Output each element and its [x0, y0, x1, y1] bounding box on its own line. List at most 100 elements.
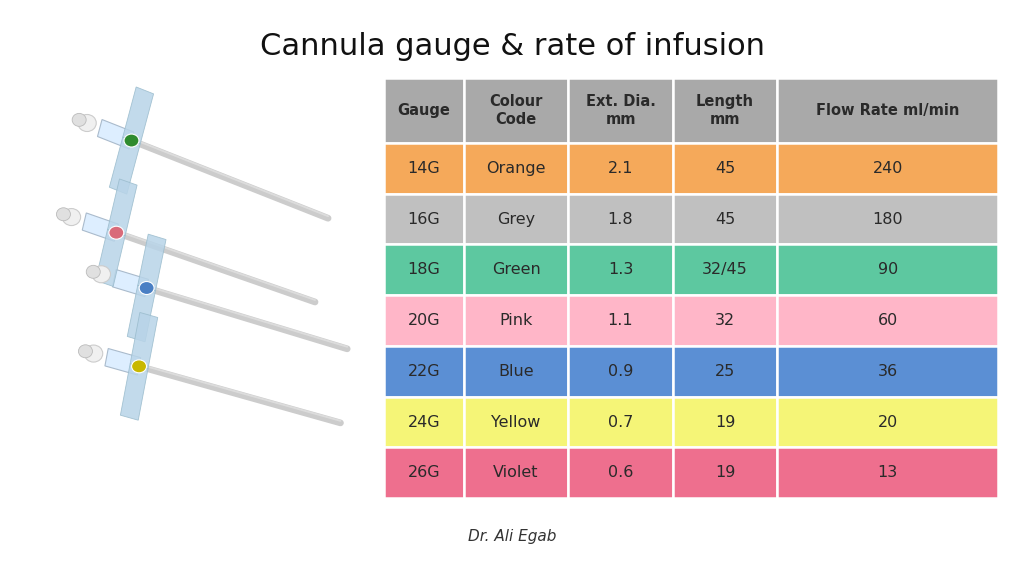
- Text: Blue: Blue: [499, 364, 534, 379]
- Text: 0.9: 0.9: [608, 364, 633, 379]
- Polygon shape: [130, 312, 158, 369]
- Text: Orange: Orange: [486, 161, 546, 176]
- Text: 14G: 14G: [408, 161, 440, 176]
- FancyBboxPatch shape: [384, 143, 464, 194]
- Ellipse shape: [84, 345, 102, 362]
- Text: 26G: 26G: [408, 465, 440, 480]
- FancyBboxPatch shape: [673, 295, 777, 346]
- FancyBboxPatch shape: [777, 143, 998, 194]
- Text: Dr. Ali Egab: Dr. Ali Egab: [468, 529, 556, 544]
- Polygon shape: [113, 270, 148, 297]
- FancyBboxPatch shape: [464, 397, 568, 448]
- Text: 19: 19: [715, 465, 735, 480]
- FancyBboxPatch shape: [673, 194, 777, 244]
- FancyBboxPatch shape: [777, 346, 998, 397]
- Text: 90: 90: [878, 262, 898, 277]
- Text: 1.1: 1.1: [607, 313, 634, 328]
- FancyBboxPatch shape: [673, 397, 777, 448]
- Text: Colour
Code: Colour Code: [489, 94, 543, 127]
- FancyBboxPatch shape: [673, 346, 777, 397]
- FancyBboxPatch shape: [568, 295, 673, 346]
- Ellipse shape: [92, 266, 111, 283]
- Text: 24G: 24G: [408, 415, 440, 430]
- FancyBboxPatch shape: [568, 194, 673, 244]
- FancyBboxPatch shape: [568, 244, 673, 295]
- FancyBboxPatch shape: [464, 143, 568, 194]
- Ellipse shape: [72, 113, 86, 126]
- Polygon shape: [82, 213, 119, 241]
- FancyBboxPatch shape: [568, 397, 673, 448]
- Ellipse shape: [79, 345, 92, 358]
- FancyBboxPatch shape: [777, 194, 998, 244]
- Ellipse shape: [78, 115, 96, 131]
- FancyBboxPatch shape: [777, 295, 998, 346]
- FancyBboxPatch shape: [384, 346, 464, 397]
- FancyBboxPatch shape: [673, 448, 777, 498]
- FancyBboxPatch shape: [384, 244, 464, 295]
- FancyBboxPatch shape: [568, 78, 673, 143]
- FancyBboxPatch shape: [673, 78, 777, 143]
- FancyBboxPatch shape: [384, 194, 464, 244]
- FancyBboxPatch shape: [568, 346, 673, 397]
- Text: 0.7: 0.7: [608, 415, 633, 430]
- Text: 13: 13: [878, 465, 898, 480]
- FancyBboxPatch shape: [384, 448, 464, 498]
- Text: 20G: 20G: [408, 313, 440, 328]
- Text: 1.8: 1.8: [607, 211, 634, 226]
- Text: Flow Rate ml/min: Flow Rate ml/min: [816, 103, 959, 118]
- Text: Yellow: Yellow: [492, 415, 541, 430]
- Ellipse shape: [124, 134, 139, 147]
- Polygon shape: [121, 364, 148, 420]
- FancyBboxPatch shape: [384, 78, 464, 143]
- Polygon shape: [95, 230, 125, 286]
- Ellipse shape: [56, 208, 71, 221]
- FancyBboxPatch shape: [568, 143, 673, 194]
- Text: 60: 60: [878, 313, 898, 328]
- Text: 25: 25: [715, 364, 735, 379]
- Ellipse shape: [62, 209, 81, 226]
- FancyBboxPatch shape: [464, 244, 568, 295]
- Text: Green: Green: [492, 262, 541, 277]
- FancyBboxPatch shape: [568, 448, 673, 498]
- FancyBboxPatch shape: [777, 78, 998, 143]
- Ellipse shape: [86, 266, 100, 278]
- Ellipse shape: [109, 226, 124, 239]
- Text: 45: 45: [715, 211, 735, 226]
- Text: 22G: 22G: [408, 364, 440, 379]
- Text: 32: 32: [715, 313, 735, 328]
- FancyBboxPatch shape: [777, 397, 998, 448]
- Text: Cannula gauge & rate of infusion: Cannula gauge & rate of infusion: [259, 32, 765, 60]
- Text: 16G: 16G: [408, 211, 440, 226]
- Ellipse shape: [132, 360, 146, 373]
- FancyBboxPatch shape: [464, 78, 568, 143]
- FancyBboxPatch shape: [464, 194, 568, 244]
- FancyBboxPatch shape: [673, 143, 777, 194]
- Text: 32/45: 32/45: [702, 262, 748, 277]
- Polygon shape: [108, 179, 137, 236]
- Polygon shape: [138, 234, 166, 291]
- Polygon shape: [110, 137, 140, 194]
- Text: 36: 36: [878, 364, 898, 379]
- FancyBboxPatch shape: [673, 244, 777, 295]
- Text: 240: 240: [872, 161, 903, 176]
- Text: 19: 19: [715, 415, 735, 430]
- Text: Pink: Pink: [500, 313, 532, 328]
- FancyBboxPatch shape: [384, 397, 464, 448]
- Text: 2.1: 2.1: [608, 161, 633, 176]
- Polygon shape: [97, 120, 134, 149]
- FancyBboxPatch shape: [777, 448, 998, 498]
- Text: 20: 20: [878, 415, 898, 430]
- Text: 180: 180: [872, 211, 903, 226]
- Polygon shape: [123, 87, 154, 144]
- Polygon shape: [127, 285, 156, 342]
- FancyBboxPatch shape: [464, 448, 568, 498]
- Ellipse shape: [139, 282, 154, 294]
- FancyBboxPatch shape: [464, 346, 568, 397]
- Text: 45: 45: [715, 161, 735, 176]
- Text: Ext. Dia.
mm: Ext. Dia. mm: [586, 94, 655, 127]
- FancyBboxPatch shape: [384, 295, 464, 346]
- FancyBboxPatch shape: [777, 244, 998, 295]
- Text: 0.6: 0.6: [608, 465, 633, 480]
- Text: 18G: 18G: [408, 262, 440, 277]
- Text: Grey: Grey: [497, 211, 536, 226]
